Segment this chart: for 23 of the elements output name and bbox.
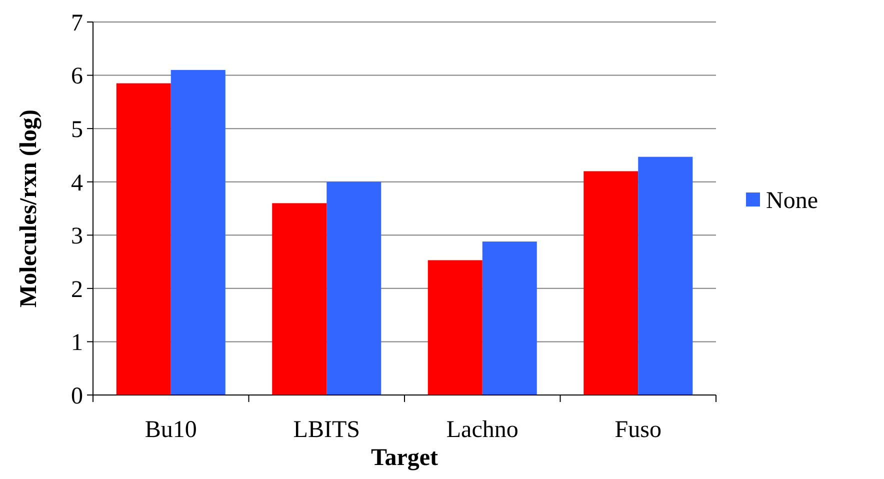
bar [428,260,482,395]
x-tick-label: Bu10 [144,417,197,443]
x-tick-label: LBITS [293,417,360,443]
bar [584,171,638,395]
y-tick-label: 6 [71,64,83,90]
bar [116,83,171,395]
x-tick-label: Fuso [614,417,662,443]
y-tick-label: 7 [71,10,83,36]
y-axis-title: Molecules/rxn (log) [16,110,42,308]
bar [272,203,327,395]
y-tick-label: 0 [71,383,83,410]
y-tick-label: 5 [71,116,83,143]
y-tick-label: 1 [71,330,83,356]
y-tick-label: 3 [71,224,83,250]
x-axis-title: Target [370,445,438,471]
bar [482,242,537,395]
legend-label: None [766,188,818,214]
bar [326,182,382,395]
x-tick-label: Lachno [446,417,518,443]
y-tick-label: 4 [71,170,83,196]
y-tick-label: 2 [71,276,83,303]
bar [170,70,226,395]
bar [638,156,693,395]
